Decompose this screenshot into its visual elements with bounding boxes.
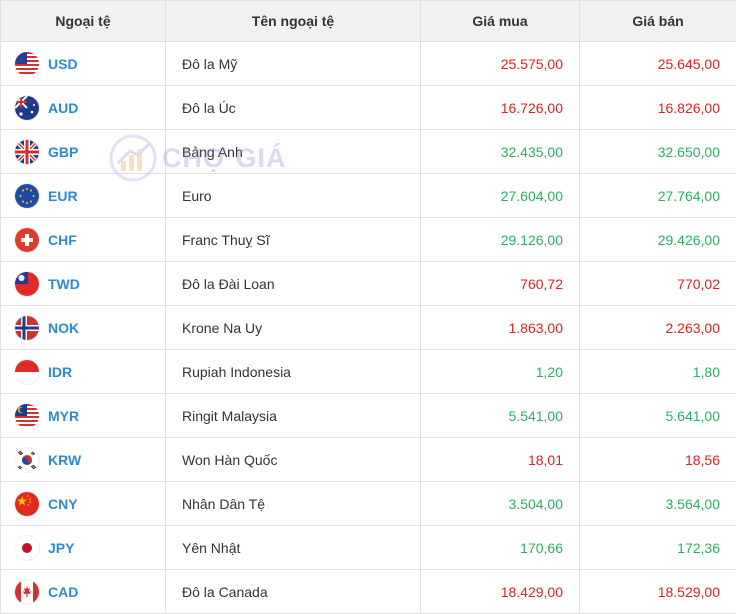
header-sell[interactable]: Giá bán <box>580 1 736 42</box>
currency-code[interactable]: AUD <box>48 100 78 116</box>
currency-code-cell[interactable]: JPY <box>1 526 166 570</box>
currency-name: Rupiah Indonesia <box>166 350 421 394</box>
sell-price: 29.426,00 <box>580 218 736 262</box>
buy-price: 1.863,00 <box>421 306 580 350</box>
tw-flag-icon <box>15 272 39 296</box>
currency-code[interactable]: CNY <box>48 496 78 512</box>
currency-name: Đô la Đài Loan <box>166 262 421 306</box>
sell-price: 18,56 <box>580 438 736 482</box>
currency-code[interactable]: CAD <box>48 584 78 600</box>
currency-code[interactable]: GBP <box>48 144 78 160</box>
currency-code-cell[interactable]: GBP <box>1 130 166 174</box>
ca-flag-icon <box>15 580 39 604</box>
currency-code-cell[interactable]: MYR <box>1 394 166 438</box>
currency-code[interactable]: USD <box>48 56 78 72</box>
header-name[interactable]: Tên ngoại tệ <box>166 1 421 42</box>
buy-price: 32.435,00 <box>421 130 580 174</box>
currency-name: Nhân Dân Tệ <box>166 482 421 526</box>
currency-code-cell[interactable]: AUD <box>1 86 166 130</box>
kr-flag-icon <box>15 448 39 472</box>
currency-code-cell[interactable]: CAD <box>1 570 166 614</box>
buy-price: 27.604,00 <box>421 174 580 218</box>
currency-code-cell[interactable]: CNY <box>1 482 166 526</box>
currency-name: Bảng Anh <box>166 130 421 174</box>
currency-name: Đô la Canada <box>166 570 421 614</box>
currency-code-cell[interactable]: CHF <box>1 218 166 262</box>
sell-price: 2.263,00 <box>580 306 736 350</box>
currency-name: Đô la Mỹ <box>166 42 421 86</box>
eu-flag-icon <box>15 184 39 208</box>
header-buy[interactable]: Giá mua <box>421 1 580 42</box>
buy-price: 25.575,00 <box>421 42 580 86</box>
sell-price: 27.764,00 <box>580 174 736 218</box>
cn-flag-icon <box>15 492 39 516</box>
buy-price: 760,72 <box>421 262 580 306</box>
table-header-row: Ngoại tệ Tên ngoại tệ Giá mua Giá bán <box>1 1 736 42</box>
buy-price: 1,20 <box>421 350 580 394</box>
sell-price: 16.826,00 <box>580 86 736 130</box>
sell-price: 25.645,00 <box>580 42 736 86</box>
gb-flag-icon <box>15 140 39 164</box>
buy-price: 18,01 <box>421 438 580 482</box>
currency-code-cell[interactable]: KRW <box>1 438 166 482</box>
currency-name: Đô la Úc <box>166 86 421 130</box>
currency-code[interactable]: NOK <box>48 320 79 336</box>
currency-code[interactable]: MYR <box>48 408 79 424</box>
currency-name: Won Hàn Quốc <box>166 438 421 482</box>
sell-price: 5.641,00 <box>580 394 736 438</box>
currency-code[interactable]: CHF <box>48 232 77 248</box>
currency-name: Euro <box>166 174 421 218</box>
buy-price: 29.126,00 <box>421 218 580 262</box>
currency-code-cell[interactable]: IDR <box>1 350 166 394</box>
au-flag-icon <box>15 96 39 120</box>
ch-flag-icon <box>15 228 39 252</box>
sell-price: 18.529,00 <box>580 570 736 614</box>
currency-code[interactable]: EUR <box>48 188 78 204</box>
buy-price: 170,66 <box>421 526 580 570</box>
currency-code-cell[interactable]: USD <box>1 42 166 86</box>
id-flag-icon <box>15 360 39 384</box>
currency-name: Krone Na Uy <box>166 306 421 350</box>
sell-price: 770,02 <box>580 262 736 306</box>
jp-flag-icon <box>15 536 39 560</box>
sell-price: 1,80 <box>580 350 736 394</box>
currency-name: Franc Thuỵ Sĩ <box>166 218 421 262</box>
currency-name: Yên Nhật <box>166 526 421 570</box>
currency-code-cell[interactable]: NOK <box>1 306 166 350</box>
buy-price: 16.726,00 <box>421 86 580 130</box>
currency-code[interactable]: TWD <box>48 276 80 292</box>
my-flag-icon <box>15 404 39 428</box>
no-flag-icon <box>15 316 39 340</box>
currency-code[interactable]: KRW <box>48 452 81 468</box>
us-flag-icon <box>15 52 39 76</box>
sell-price: 3.564,00 <box>580 482 736 526</box>
currency-code-cell[interactable]: TWD <box>1 262 166 306</box>
header-code[interactable]: Ngoại tệ <box>1 1 166 42</box>
buy-price: 5.541,00 <box>421 394 580 438</box>
currency-name: Ringit Malaysia <box>166 394 421 438</box>
currency-code[interactable]: IDR <box>48 364 72 380</box>
buy-price: 18.429,00 <box>421 570 580 614</box>
sell-price: 172,36 <box>580 526 736 570</box>
currency-code-cell[interactable]: EUR <box>1 174 166 218</box>
sell-price: 32.650,00 <box>580 130 736 174</box>
currency-code[interactable]: JPY <box>48 540 74 556</box>
buy-price: 3.504,00 <box>421 482 580 526</box>
